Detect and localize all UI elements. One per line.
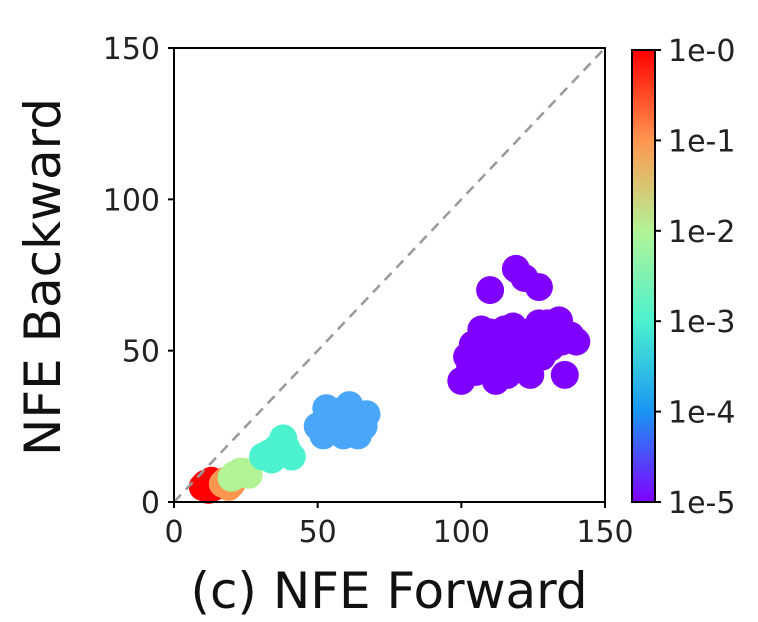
y-tick-label: 0: [141, 486, 160, 521]
x-tick-label: 150: [576, 515, 633, 550]
data-point: [323, 406, 352, 435]
colorbar-tick-label: 1e-4: [668, 396, 735, 431]
x-tick-label: 100: [433, 515, 490, 550]
x-tick-label: 50: [299, 515, 337, 550]
data-point: [476, 318, 505, 347]
colorbar-tick-label: 1e-3: [668, 305, 735, 340]
y-axis-label: NFE Backward: [14, 98, 72, 456]
data-point: [254, 439, 283, 468]
y-tick-label: 50: [122, 335, 160, 370]
data-point: [550, 360, 579, 389]
x-axis-ticks: 0 50 100 150: [164, 502, 634, 550]
y-axis-ticks: 0 50 100 150: [103, 32, 174, 521]
data-point: [499, 354, 528, 383]
data-point: [220, 460, 249, 489]
x-tick-label: 0: [164, 515, 183, 550]
colorbar-ticks: 1e-0 1e-1 1e-2 1e-3 1e-4 1e-5: [655, 34, 735, 521]
colorbar-tick-label: 1e-1: [668, 124, 735, 159]
colorbar-tick-label: 1e-0: [668, 34, 735, 69]
y-tick-label: 100: [103, 183, 160, 218]
data-point: [524, 309, 553, 338]
x-axis-label: (c) NFE Forward: [190, 562, 587, 620]
colorbar-tick-label: 1e-5: [668, 486, 735, 521]
data-points: [188, 254, 591, 504]
data-point: [562, 327, 591, 356]
diagonal-reference-line: [173, 47, 606, 503]
data-point: [476, 276, 505, 305]
colorbar: [631, 49, 656, 503]
y-tick-label: 150: [103, 32, 160, 67]
data-point: [456, 354, 484, 383]
data-point: [524, 273, 553, 302]
plot-frame: [173, 47, 606, 503]
colorbar-tick-label: 1e-2: [668, 215, 735, 250]
